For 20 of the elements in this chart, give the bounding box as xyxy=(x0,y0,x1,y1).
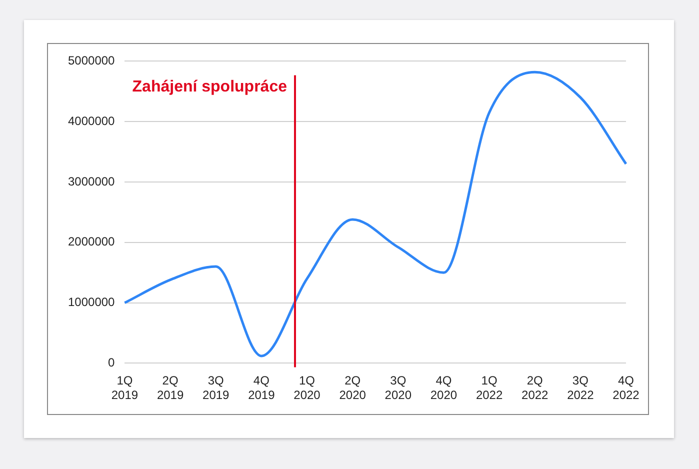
x-tick-label: 1Q 2020 xyxy=(294,374,321,402)
x-tick-label: 4Q 2020 xyxy=(430,374,458,402)
y-tick-label: 3000000 xyxy=(68,174,116,188)
x-tick-label: 4Q 2019 xyxy=(248,374,276,402)
y-tick-label: 4000000 xyxy=(68,114,116,128)
x-tick-label: 2Q 2020 xyxy=(339,374,366,402)
y-tick-label: 2000000 xyxy=(68,234,116,249)
ref-line-label: Zahájení spolupráce xyxy=(132,78,288,96)
y-tick-label: 5000000 xyxy=(68,54,116,68)
y-tick-label: 1000000 xyxy=(68,295,116,310)
x-tick-label: 4Q 2022 xyxy=(612,374,640,402)
line-series xyxy=(123,70,628,358)
x-tick-label: 3Q 2022 xyxy=(567,374,594,402)
y-tick-label: 0 xyxy=(108,356,116,370)
x-tick-label: 2Q 2019 xyxy=(156,374,184,402)
x-tick-label: 3Q 2019 xyxy=(202,374,230,402)
x-tick-label: 2Q 2022 xyxy=(522,374,549,402)
x-tick-label: 1Q 2019 xyxy=(111,374,138,402)
x-tick-label: 3Q 2020 xyxy=(384,374,412,402)
x-tick-label: 1Q 2022 xyxy=(476,374,503,402)
